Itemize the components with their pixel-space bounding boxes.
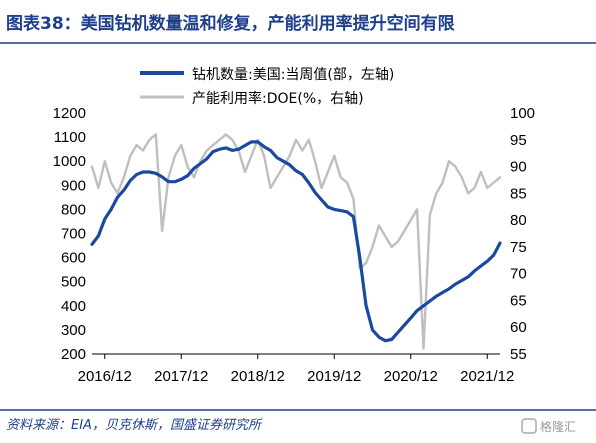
y-right-tick-label: 65: [510, 292, 527, 309]
x-axis: 2016/12 2017/12 2018/12 2019/12 2020/12 2021/…: [78, 354, 514, 385]
y-left-tick-label: 800: [61, 201, 86, 218]
y-right-tick-label: 75: [510, 239, 527, 256]
watermark-logo-icon: [521, 418, 537, 434]
x-tick-label: 2018/12: [231, 368, 285, 385]
y-left-tick-label: 1000: [53, 153, 86, 170]
figure-title: 图表38：美国钻机数量温和修复，产能利用率提升空间有限: [6, 13, 455, 34]
y-right-tick-label: 55: [510, 346, 527, 363]
y-left-tick-label: 500: [61, 274, 86, 291]
y-left-tick-label: 300: [61, 322, 86, 339]
x-tick-label: 2019/12: [307, 368, 361, 385]
y-right-tick-label: 70: [510, 266, 527, 283]
y-right-tick-label: 95: [510, 132, 527, 149]
x-tick-label: 2021/12: [460, 368, 514, 385]
x-tick-label: 2020/12: [384, 368, 438, 385]
y-axis-left: 200 300 400 500 600 700 800 900 1000 1100 1200: [53, 105, 86, 363]
series-line-utilization: [90, 133, 502, 350]
legend: 钻机数量:美国:当周值(部，左轴) 产能利用率:DOE(%，右轴): [140, 67, 394, 107]
y-right-tick-label: 100: [510, 105, 535, 122]
y-right-tick-label: 80: [510, 212, 527, 229]
legend-label-utilization: 产能利用率:DOE(%，右轴): [192, 90, 364, 107]
y-axis-right: 55 60 65 70 75 80 85 90 95 100: [510, 105, 535, 363]
y-left-tick-label: 600: [61, 250, 86, 267]
x-tick-label: 2016/12: [78, 368, 132, 385]
x-tick-label: 2017/12: [154, 368, 208, 385]
series-layer: [90, 133, 502, 350]
legend-label-rigs: 钻机数量:美国:当周值(部，左轴): [192, 67, 394, 83]
y-right-tick-label: 85: [510, 185, 527, 202]
y-left-tick-label: 1100: [54, 129, 86, 146]
y-right-tick-label: 60: [510, 319, 527, 336]
y-right-tick-label: 90: [510, 159, 527, 176]
y-left-tick-label: 1200: [53, 105, 86, 122]
y-left-tick-label: 900: [61, 177, 86, 194]
source-note: 资料来源：EIA，贝克休斯，国盛证券研究所: [6, 417, 263, 433]
series-line-rig-count: [90, 140, 502, 343]
watermark-text: 格隆汇: [540, 419, 576, 434]
y-left-tick-label: 400: [61, 298, 86, 315]
y-left-tick-label: 700: [61, 226, 86, 243]
watermark: 格隆汇: [521, 418, 576, 434]
y-left-tick-label: 200: [61, 346, 86, 363]
plot-area: 200 300 400 500 600 700 800 900 1000 1100 1200 55 6…: [53, 105, 535, 385]
